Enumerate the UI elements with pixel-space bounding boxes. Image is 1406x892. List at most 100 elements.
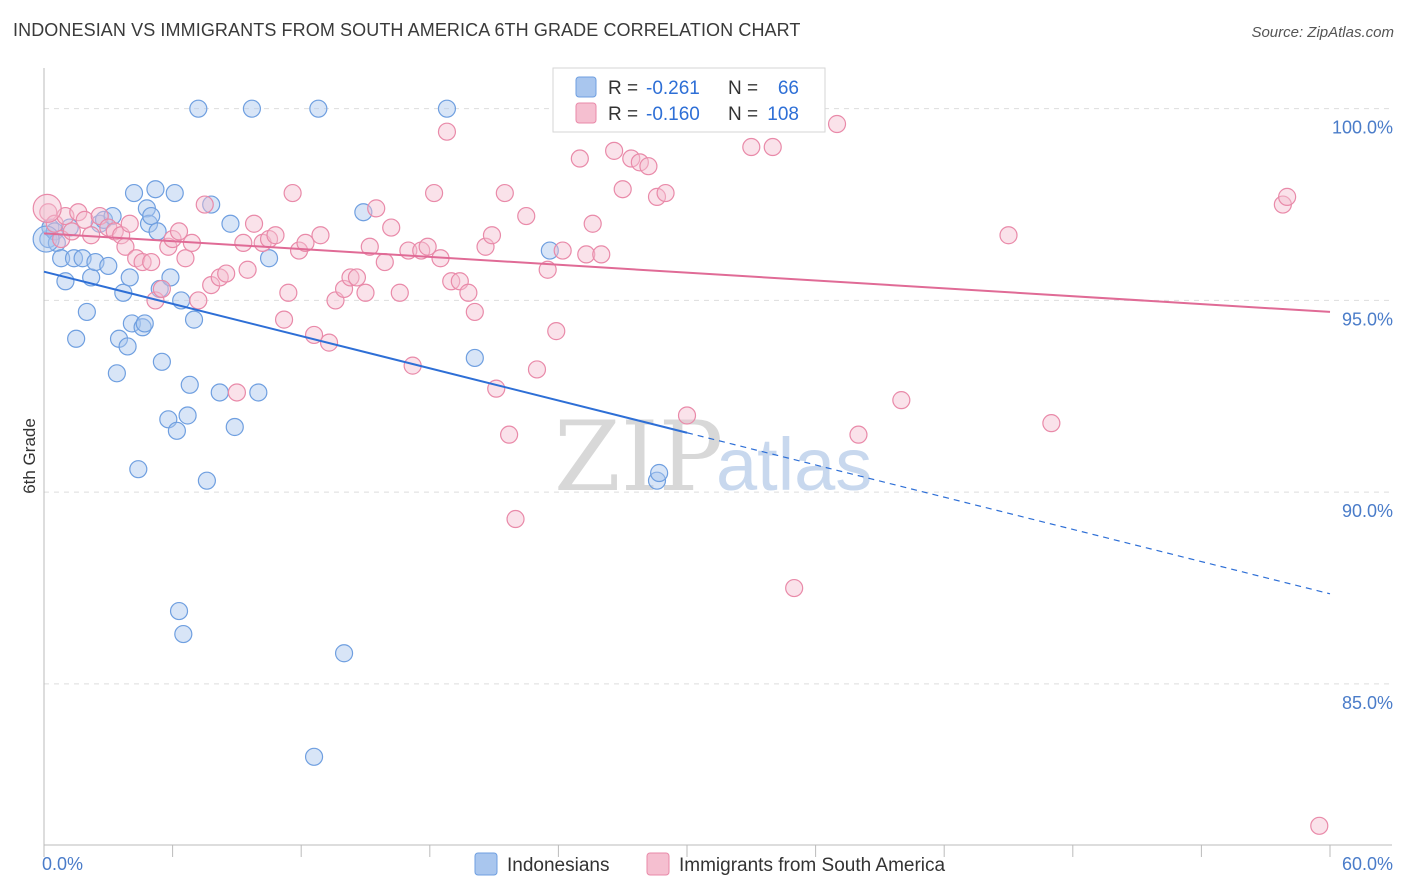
legend-r-value-2: -0.160 <box>646 104 700 125</box>
data-point <box>465 348 484 368</box>
data-point <box>656 183 675 203</box>
legend-swatch-blue <box>575 76 597 98</box>
data-point <box>476 237 495 256</box>
data-point <box>605 141 624 160</box>
data-point <box>259 249 279 268</box>
data-point <box>459 283 478 302</box>
data-point <box>375 252 394 272</box>
data-point <box>311 226 330 245</box>
data-point <box>517 206 536 226</box>
y-tick-label: 95.0% <box>1342 309 1393 329</box>
x-tick-label-min: 0.0% <box>42 854 83 874</box>
data-point <box>52 249 71 268</box>
data-point <box>169 222 189 241</box>
trend-lines <box>43 232 1331 595</box>
data-point <box>500 425 519 444</box>
data-point <box>210 383 229 402</box>
data-point <box>650 463 669 483</box>
data-point <box>341 268 360 287</box>
data-point <box>148 222 167 241</box>
data-point <box>75 210 94 229</box>
data-point <box>482 226 502 245</box>
data-point <box>189 99 208 118</box>
data-point <box>120 214 139 233</box>
data-point <box>309 99 328 118</box>
source-credit: Source: ZipAtlas.com <box>1251 24 1394 41</box>
data-point <box>622 149 641 168</box>
data-point <box>122 314 141 333</box>
x-tick-label-max: 60.0% <box>1342 854 1393 874</box>
legend-n-value-2: 108 <box>767 104 799 125</box>
data-point <box>152 279 171 299</box>
data-point <box>540 241 559 260</box>
y-tick-labels: 85.0% 90.0% 95.0% 100.0% <box>1332 118 1393 713</box>
data-point <box>234 233 253 253</box>
data-point <box>180 375 199 394</box>
data-point <box>892 391 911 410</box>
data-point <box>165 183 184 203</box>
data-point <box>1278 187 1297 206</box>
data-point <box>56 272 75 291</box>
data-point <box>577 245 596 264</box>
y-tick-label: 100.0% <box>1332 118 1393 138</box>
data-point <box>176 249 195 268</box>
data-point <box>437 122 457 141</box>
y-axis-label: 6th Grade <box>20 418 39 494</box>
data-point <box>1310 816 1329 835</box>
data-point <box>279 283 298 302</box>
axes <box>43 68 1392 857</box>
data-point <box>849 425 868 444</box>
data-point <box>142 206 161 226</box>
legend-r-value-1: -0.261 <box>646 78 700 99</box>
data-point <box>547 322 566 341</box>
data-point <box>174 624 193 644</box>
data-point <box>538 260 557 279</box>
grid-lines <box>44 108 1392 685</box>
data-point <box>283 183 302 203</box>
data-point <box>356 283 375 302</box>
data-point <box>146 180 165 199</box>
data-point <box>390 283 409 302</box>
data-point <box>32 193 62 223</box>
data-point <box>495 183 514 203</box>
data-point <box>999 226 1018 245</box>
trend-line-indonesians <box>43 270 688 434</box>
data-point <box>197 471 216 490</box>
data-point <box>827 114 847 134</box>
data-point <box>274 310 294 329</box>
data-point <box>124 183 144 203</box>
data-point <box>763 137 782 157</box>
data-point <box>1042 414 1061 433</box>
data-point <box>347 268 367 287</box>
data-point <box>249 383 268 402</box>
series-legend-swatch-blue <box>474 852 498 876</box>
data-point <box>217 264 236 283</box>
data-point <box>225 417 244 437</box>
data-point <box>103 206 122 226</box>
data-point <box>630 153 649 172</box>
data-point <box>304 747 324 766</box>
data-point <box>367 199 386 218</box>
data-point <box>527 360 547 379</box>
data-point <box>221 214 240 233</box>
data-point <box>202 195 221 214</box>
chart-title: INDONESIAN VS IMMIGRANTS FROM SOUTH AMER… <box>13 20 801 40</box>
data-point <box>613 180 632 199</box>
series-legend-label-immigrants: Immigrants from South America <box>679 855 946 876</box>
stats-legend-box <box>552 67 826 133</box>
data-point <box>184 310 204 329</box>
data-point <box>742 137 761 157</box>
legend-n-label-1: N = <box>728 78 758 99</box>
trend-line-immigrants <box>43 232 1331 313</box>
legend-n-value-1: 66 <box>778 78 799 99</box>
data-point <box>677 406 697 425</box>
series-legend: Indonesians Immigrants from South Americ… <box>474 852 946 876</box>
data-point <box>785 578 804 598</box>
data-point <box>189 291 208 310</box>
data-point <box>418 237 437 256</box>
data-point <box>129 460 148 479</box>
data-point <box>167 421 186 440</box>
data-point <box>120 268 139 287</box>
data-point <box>135 314 154 333</box>
stats-legend: R = -0.261 N = 66 R = -0.160 N = 108 <box>552 67 826 133</box>
